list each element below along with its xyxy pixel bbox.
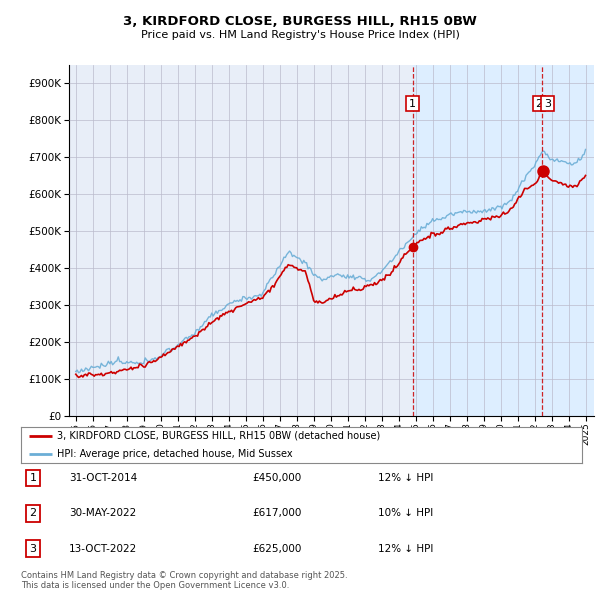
Text: 3, KIRDFORD CLOSE, BURGESS HILL, RH15 0BW: 3, KIRDFORD CLOSE, BURGESS HILL, RH15 0B… — [123, 15, 477, 28]
Text: 30-MAY-2022: 30-MAY-2022 — [69, 509, 136, 518]
Text: 12% ↓ HPI: 12% ↓ HPI — [378, 473, 433, 483]
Text: 3: 3 — [29, 544, 37, 553]
Text: £450,000: £450,000 — [252, 473, 301, 483]
Bar — [542, 65, 594, 416]
Text: Price paid vs. HM Land Registry's House Price Index (HPI): Price paid vs. HM Land Registry's House … — [140, 30, 460, 40]
Text: 1: 1 — [29, 473, 37, 483]
Text: Contains HM Land Registry data © Crown copyright and database right 2025.: Contains HM Land Registry data © Crown c… — [21, 571, 347, 580]
Text: 1: 1 — [409, 99, 416, 109]
Text: 3, KIRDFORD CLOSE, BURGESS HILL, RH15 0BW (detached house): 3, KIRDFORD CLOSE, BURGESS HILL, RH15 0B… — [58, 431, 381, 441]
Text: HPI: Average price, detached house, Mid Sussex: HPI: Average price, detached house, Mid … — [58, 449, 293, 459]
Text: 10% ↓ HPI: 10% ↓ HPI — [378, 509, 433, 518]
Text: This data is licensed under the Open Government Licence v3.0.: This data is licensed under the Open Gov… — [21, 581, 289, 590]
Text: 3: 3 — [544, 99, 551, 109]
Text: 12% ↓ HPI: 12% ↓ HPI — [378, 544, 433, 553]
Text: £617,000: £617,000 — [252, 509, 301, 518]
Text: 2: 2 — [29, 509, 37, 518]
Text: 31-OCT-2014: 31-OCT-2014 — [69, 473, 137, 483]
Text: 13-OCT-2022: 13-OCT-2022 — [69, 544, 137, 553]
Text: £625,000: £625,000 — [252, 544, 301, 553]
Text: 2: 2 — [536, 99, 542, 109]
Bar — [413, 65, 542, 416]
